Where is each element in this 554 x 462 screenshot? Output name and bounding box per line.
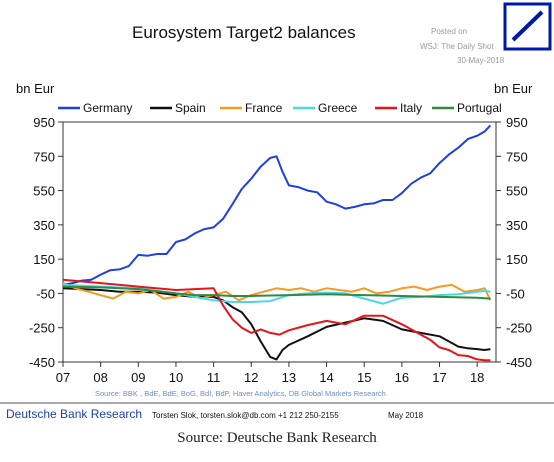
posted-line3: 30-May-2018 [457, 56, 505, 65]
series-lines [62, 124, 492, 362]
y-tick-label-left: -450 [29, 355, 55, 370]
series-line-italy [62, 278, 491, 362]
y-tick-label-left: 950 [33, 115, 55, 130]
series-line-spain [62, 287, 491, 361]
legend-label-greece: Greece [318, 101, 358, 115]
footer-date: May 2018 [388, 411, 424, 420]
y-tick-label-right: 350 [506, 218, 528, 233]
y-ticks-left: 950 750 550 350 150 -50 -250 -450 [29, 115, 63, 370]
x-tick-label: 17 [432, 370, 446, 385]
y-axis-label-right: bn Eur [494, 81, 533, 96]
x-tick-label: 13 [282, 370, 296, 385]
footer-brand: Deutsche Bank Research [6, 407, 142, 421]
legend-label-germany: Germany [83, 101, 132, 115]
y-tick-label-right: 950 [506, 115, 528, 130]
x-tick-label: 07 [56, 370, 70, 385]
series-line-germany [62, 124, 492, 286]
plot-frame [62, 121, 497, 363]
y-tick-label-left: 350 [33, 218, 55, 233]
x-tick-label: 12 [244, 370, 258, 385]
x-tick-label: 09 [131, 370, 145, 385]
x-tick-label: 14 [319, 370, 333, 385]
chart-title: Eurosystem Target2 balances [132, 23, 356, 42]
y-tick-label-left: -50 [36, 286, 55, 301]
x-tick-label: 08 [93, 370, 107, 385]
y-tick-label-right: -50 [506, 286, 525, 301]
legend-label-france: France [245, 101, 283, 115]
x-ticks: 07 08 09 10 11 12 13 14 15 16 17 18 [56, 362, 484, 385]
y-tick-label-left: 750 [33, 149, 55, 164]
x-tick-label: 18 [470, 370, 484, 385]
x-tick-label: 15 [357, 370, 371, 385]
posted-line1: Posted on [431, 27, 467, 36]
y-axis-label-left: bn Eur [16, 81, 55, 96]
posted-line2: WSJ: The Daily Shot [420, 42, 494, 51]
y-tick-label-right: 150 [506, 252, 528, 267]
series-line-portugal [62, 285, 491, 300]
chart-source-note: Source: BBK , BdE, BdE, BoG, BdI, BdP, H… [95, 389, 386, 398]
x-tick-label: 10 [169, 370, 183, 385]
series-line-france [62, 282, 492, 302]
legend-label-italy: Italy [400, 101, 422, 115]
legend-label-portugal: Portugal [457, 101, 502, 115]
y-tick-label-right: 750 [506, 149, 528, 164]
y-tick-label-left: -250 [29, 321, 55, 336]
x-tick-label: 11 [207, 370, 221, 385]
deutsche-bank-logo [503, 2, 552, 51]
y-tick-label-right: -450 [506, 355, 532, 370]
figure-caption: Source: Deutsche Bank Research [177, 430, 377, 446]
y-tick-label-left: 150 [33, 252, 55, 267]
y-tick-label-right: 550 [506, 184, 528, 199]
legend-label-spain: Spain [175, 101, 206, 115]
y-tick-label-left: 550 [33, 184, 55, 199]
x-tick-label: 16 [395, 370, 409, 385]
y-tick-label-right: -250 [506, 321, 532, 336]
footer-contact: Torsten Slok, torsten.slok@db.com +1 212… [152, 411, 339, 420]
chart-legend: Germany Spain France Greece Italy Portugal [58, 101, 502, 115]
y-ticks-right: 950 750 550 350 150 -50 -250 -450 [496, 115, 532, 370]
